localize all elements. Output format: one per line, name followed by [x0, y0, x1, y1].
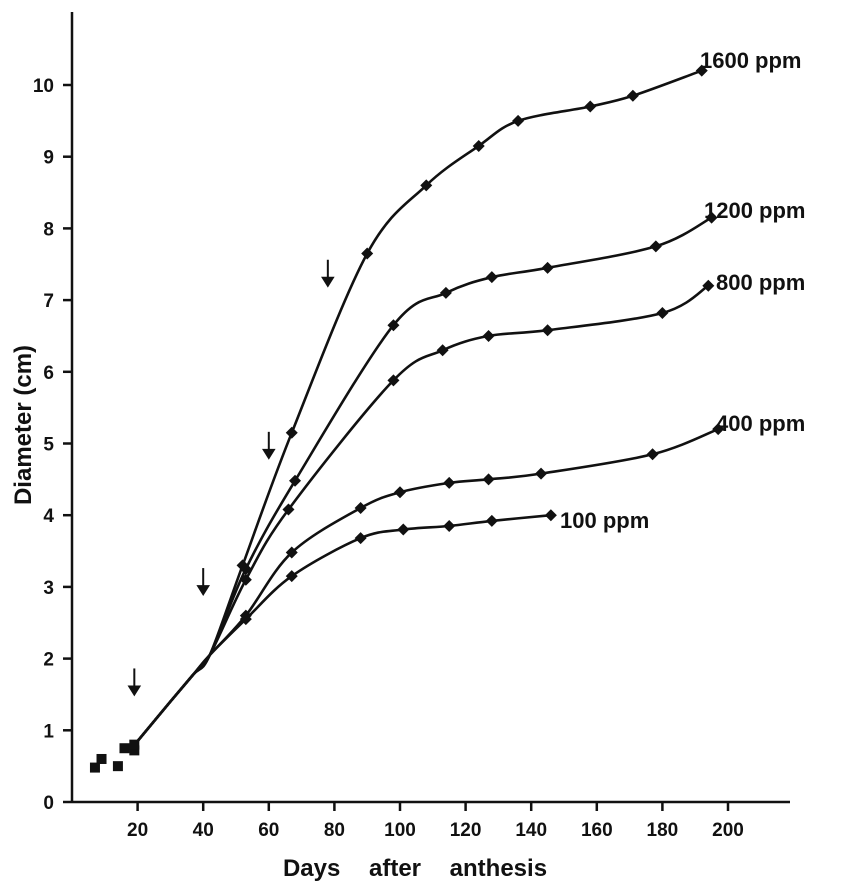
data-point: [397, 523, 410, 536]
series-line: [136, 513, 553, 743]
data-point: [705, 211, 718, 224]
data-point: [646, 448, 659, 461]
x-tick-label: 180: [647, 820, 679, 841]
data-point: [482, 473, 495, 486]
y-tick-label: 0: [43, 793, 54, 814]
early-data-point: [129, 745, 140, 756]
down-arrow: [196, 568, 211, 596]
y-tick-label: 1: [43, 721, 54, 742]
data-point: [626, 89, 639, 102]
x-tick-label: 120: [450, 820, 482, 841]
data-point: [394, 486, 406, 499]
y-tick-label: 6: [43, 363, 54, 384]
annotation-arrows: [127, 259, 335, 697]
down-arrow: [261, 431, 276, 460]
series-label: 400 ppm: [716, 411, 805, 436]
data-point: [712, 423, 725, 436]
data-point: [439, 286, 452, 299]
early-data-point: [96, 753, 107, 764]
x-tick-label: 40: [193, 820, 214, 841]
arrow-head: [321, 276, 335, 288]
data-point: [485, 271, 498, 284]
data-point: [695, 64, 708, 77]
series-label: 100 ppm: [560, 508, 649, 533]
data-point: [436, 344, 449, 357]
x-tick-label: 60: [258, 820, 279, 841]
data-point: [656, 307, 669, 320]
down-arrow: [321, 259, 335, 288]
data-point: [443, 476, 456, 489]
x-tick-label: 100: [384, 820, 416, 841]
y-tick-label: 4: [43, 506, 54, 527]
data-point: [354, 502, 367, 515]
data-point: [535, 467, 548, 480]
early-data-point: [129, 739, 140, 750]
y-tick-label: 7: [43, 291, 54, 312]
data-point: [354, 532, 367, 545]
y-ticks: 0 1 2 3 4 5 6 7 8 9 10: [33, 76, 72, 814]
x-tick-label: 140: [515, 820, 547, 841]
y-tick-label: 2: [43, 650, 54, 671]
y-tick-label: 3: [43, 578, 54, 599]
data-point: [472, 139, 485, 152]
early-data-point: [119, 743, 130, 754]
series-layer: 1600 ppm 1200 ppm 800 ppm 400 ppm 100 ppm: [136, 48, 806, 743]
series-label: 1200 ppm: [704, 198, 806, 223]
data-point: [485, 514, 498, 527]
data-point: [361, 247, 374, 260]
arrow-head: [261, 448, 276, 460]
data-point: [584, 100, 597, 113]
data-point: [541, 324, 554, 337]
x-tick-label: 80: [324, 820, 345, 841]
early-points: [89, 739, 140, 773]
data-point: [649, 240, 662, 253]
data-point: [702, 279, 715, 292]
y-tick-label: 10: [33, 76, 54, 97]
axes: [70, 12, 790, 804]
early-data-point: [89, 762, 100, 773]
data-point: [544, 509, 557, 522]
y-tick-label: 5: [43, 435, 54, 456]
data-point: [239, 613, 252, 626]
data-point: [285, 546, 298, 559]
data-point: [285, 570, 298, 583]
arrow-head: [127, 685, 142, 697]
x-axis-title: Days after anthesis: [283, 855, 547, 882]
data-point: [282, 503, 295, 516]
x-tick-label: 200: [712, 820, 744, 841]
down-arrow: [127, 668, 142, 697]
y-axis-title: Diameter (cm): [10, 345, 37, 505]
x-ticks: 20 40 60 80 100 120 140 160 180 200: [127, 802, 744, 841]
series-label: 800 ppm: [716, 270, 805, 295]
data-point: [239, 573, 252, 586]
data-point: [387, 319, 400, 332]
arrow-head: [196, 585, 211, 596]
x-tick-label: 20: [127, 820, 148, 841]
data-point: [285, 426, 298, 439]
series-line: [136, 427, 720, 743]
data-point: [420, 179, 433, 192]
data-point: [482, 329, 495, 342]
data-point: [289, 474, 302, 487]
y-tick-label: 9: [43, 148, 54, 169]
series-label: 1600 ppm: [700, 48, 802, 73]
data-point: [387, 374, 400, 387]
data-point: [443, 519, 456, 532]
series-line: [136, 216, 713, 743]
data-point: [512, 114, 525, 127]
data-point: [541, 261, 554, 274]
y-tick-label: 8: [43, 219, 54, 240]
early-data-point: [112, 761, 123, 772]
x-tick-label: 160: [581, 820, 613, 841]
